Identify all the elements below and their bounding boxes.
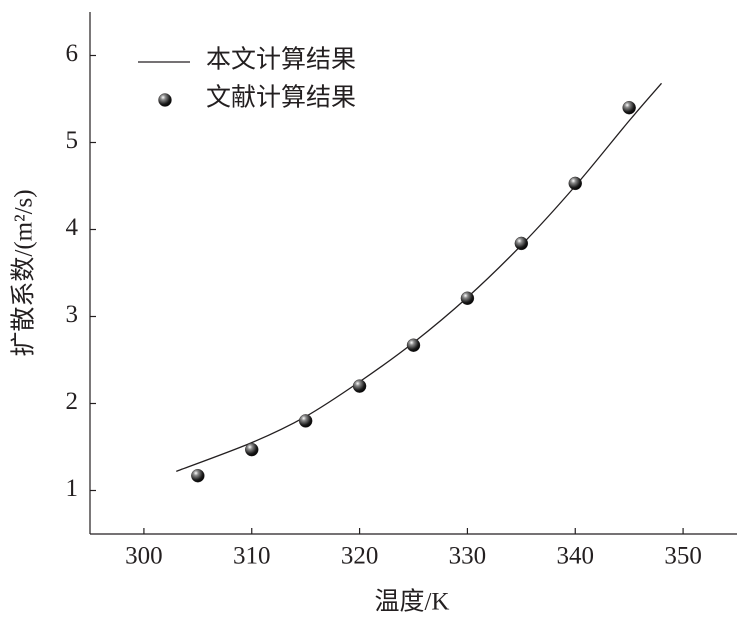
scatter-point	[568, 176, 582, 191]
x-tick-label: 340	[557, 543, 595, 570]
scatter-point	[191, 469, 205, 483]
x-tick-label: 350	[664, 543, 702, 570]
scatter-point	[622, 100, 636, 115]
scatter-point	[460, 291, 475, 305]
legend-marker	[158, 93, 172, 107]
scatter-point	[514, 236, 529, 251]
scatter-point	[245, 442, 259, 457]
x-tick-label: 310	[233, 543, 271, 570]
x-tick-label: 300	[125, 543, 163, 570]
line-series	[176, 82, 663, 472]
legend-label: 本文计算结果	[206, 46, 356, 74]
y-tick-label: 6	[66, 40, 79, 67]
legend-label: 文献计算结果	[206, 84, 356, 112]
x-tick-label: 320	[341, 543, 379, 570]
scatter-point	[352, 379, 367, 393]
y-axis-label: 扩散系数/(m²/s)	[10, 189, 38, 356]
x-tick-label: 330	[449, 543, 487, 570]
scatter-point	[298, 414, 313, 428]
y-tick-label: 1	[66, 475, 79, 502]
scatter-point	[406, 338, 421, 352]
x-axis-label: 温度/K	[374, 588, 449, 616]
y-tick-label: 2	[66, 388, 79, 415]
y-tick-label: 4	[66, 214, 79, 241]
y-tick-label: 3	[66, 301, 79, 328]
y-tick-label: 5	[66, 127, 79, 154]
